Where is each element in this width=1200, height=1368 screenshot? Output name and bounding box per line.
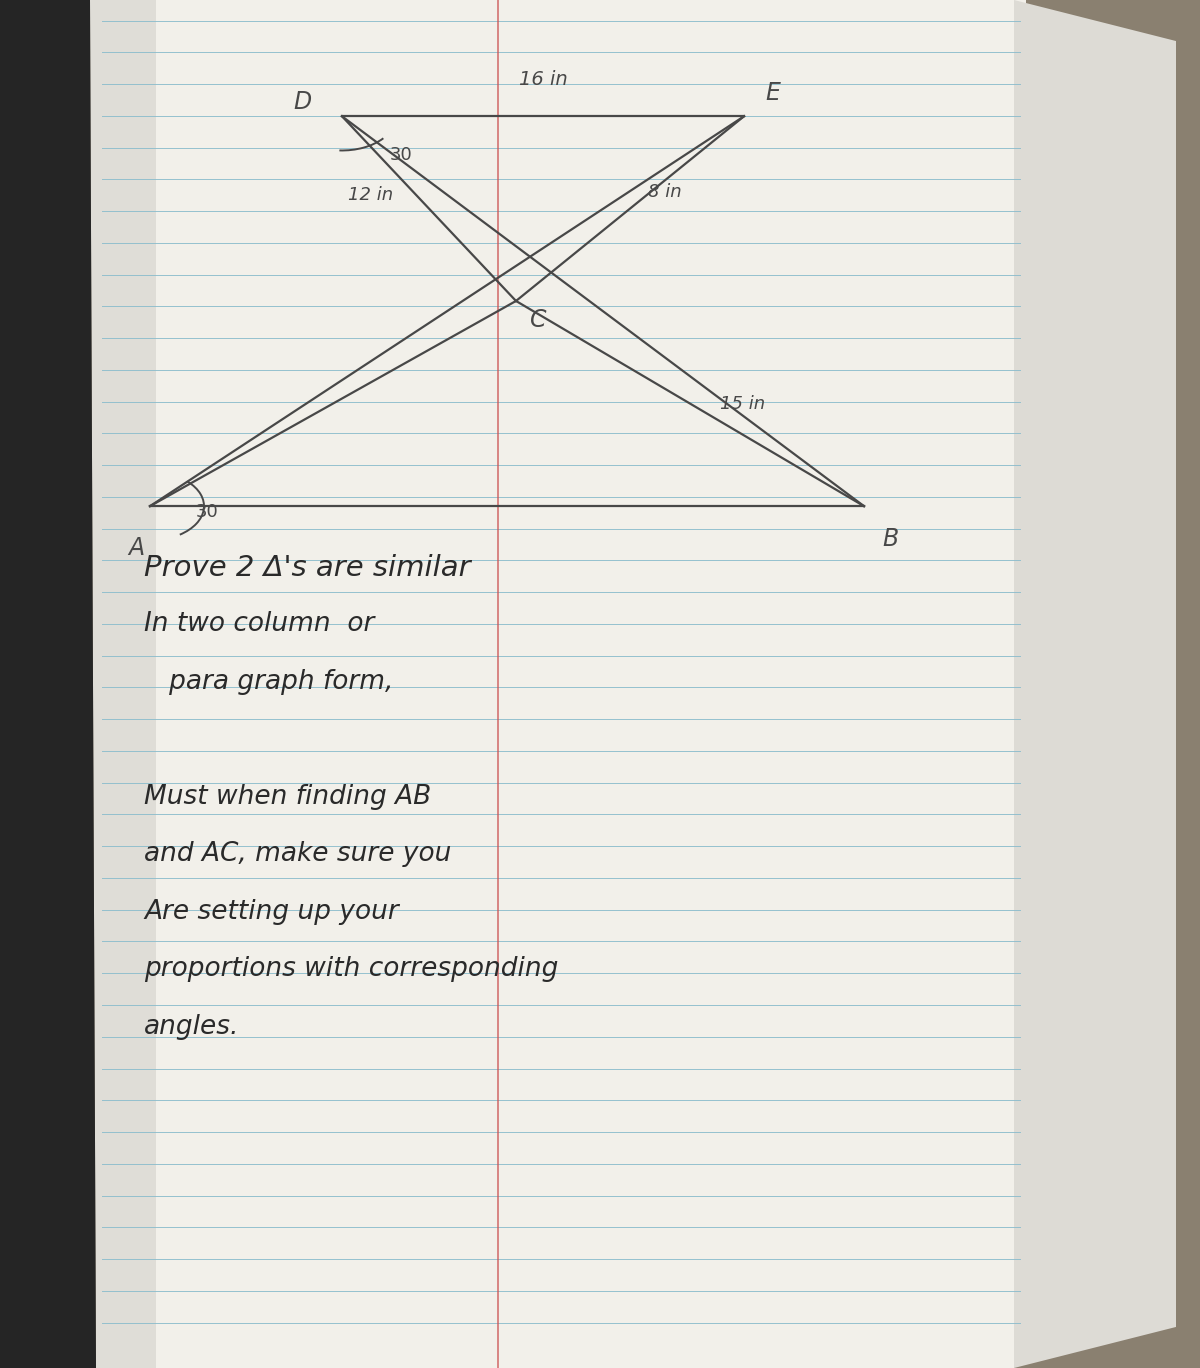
Polygon shape [0,0,96,1368]
Text: A: A [128,536,144,561]
Text: D: D [294,89,312,114]
Text: angles.: angles. [144,1014,239,1040]
Polygon shape [1014,0,1176,1368]
Polygon shape [90,0,156,1368]
Text: 15 in: 15 in [720,394,766,413]
Text: 8 in: 8 in [648,183,682,201]
Text: 16 in: 16 in [518,70,568,89]
Text: B: B [882,527,899,551]
Text: Must when finding AB: Must when finding AB [144,784,431,810]
Text: E: E [766,81,780,105]
Text: Are setting up your: Are setting up your [144,899,398,925]
Text: 30: 30 [196,503,218,521]
Text: and AC, make sure you: and AC, make sure you [144,841,451,867]
Polygon shape [90,0,1026,1368]
Text: In two column  or: In two column or [144,611,374,637]
Text: C: C [530,308,547,332]
Text: para graph form,: para graph form, [144,669,394,695]
Text: proportions with corresponding: proportions with corresponding [144,956,558,982]
Text: Prove 2 Δ's are similar: Prove 2 Δ's are similar [144,554,470,581]
Text: 12 in: 12 in [348,186,394,204]
Text: 30: 30 [390,146,413,164]
